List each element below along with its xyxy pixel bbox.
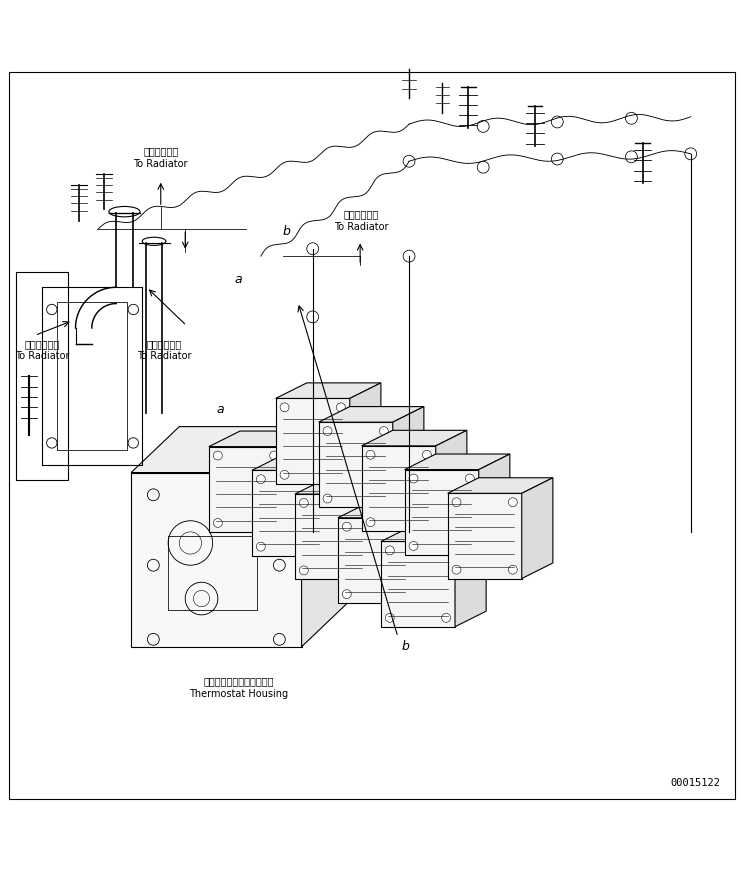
Circle shape xyxy=(356,566,365,575)
Circle shape xyxy=(299,498,308,508)
Circle shape xyxy=(508,565,517,574)
Text: b: b xyxy=(283,226,291,238)
Polygon shape xyxy=(275,383,381,398)
Circle shape xyxy=(342,590,351,598)
Polygon shape xyxy=(412,503,443,603)
Circle shape xyxy=(508,497,517,507)
Circle shape xyxy=(356,498,365,508)
Text: ラジエータへ
To Radiator: ラジエータへ To Radiator xyxy=(133,146,188,169)
Polygon shape xyxy=(338,517,412,603)
Text: b: b xyxy=(402,640,409,653)
Polygon shape xyxy=(455,526,486,627)
Circle shape xyxy=(442,613,451,622)
Polygon shape xyxy=(448,478,553,493)
Polygon shape xyxy=(295,478,400,494)
Circle shape xyxy=(423,517,432,527)
Polygon shape xyxy=(318,422,393,508)
Polygon shape xyxy=(478,454,510,555)
Circle shape xyxy=(442,546,451,555)
Circle shape xyxy=(336,403,345,412)
Polygon shape xyxy=(252,455,357,470)
Polygon shape xyxy=(275,398,350,483)
Circle shape xyxy=(312,543,321,551)
Polygon shape xyxy=(209,447,283,532)
Polygon shape xyxy=(301,427,350,647)
Polygon shape xyxy=(405,469,478,555)
Circle shape xyxy=(409,542,418,550)
Circle shape xyxy=(385,546,394,555)
Text: サーモスタットハウジング
Thermostat Housing: サーモスタットハウジング Thermostat Housing xyxy=(189,676,288,699)
Circle shape xyxy=(214,518,222,528)
Polygon shape xyxy=(295,494,369,579)
Polygon shape xyxy=(326,455,357,556)
Circle shape xyxy=(342,523,351,531)
Circle shape xyxy=(452,497,461,507)
Circle shape xyxy=(423,450,432,459)
Text: ラジエータへ
To Radiator: ラジエータへ To Radiator xyxy=(15,339,69,361)
Circle shape xyxy=(257,543,266,551)
Circle shape xyxy=(257,475,266,483)
Text: ラジエータへ
To Radiator: ラジエータへ To Radiator xyxy=(137,339,192,361)
Polygon shape xyxy=(350,383,381,483)
Polygon shape xyxy=(131,473,301,647)
Circle shape xyxy=(385,613,394,622)
Circle shape xyxy=(323,427,332,436)
Polygon shape xyxy=(131,427,350,473)
Polygon shape xyxy=(252,470,326,556)
Polygon shape xyxy=(283,431,314,532)
Circle shape xyxy=(323,494,332,503)
Circle shape xyxy=(379,427,388,436)
Circle shape xyxy=(409,474,418,483)
Polygon shape xyxy=(381,526,486,542)
Polygon shape xyxy=(362,446,436,531)
Circle shape xyxy=(270,451,278,460)
Circle shape xyxy=(466,474,474,483)
Circle shape xyxy=(280,470,289,479)
Circle shape xyxy=(270,518,278,528)
Text: a: a xyxy=(217,403,224,416)
Polygon shape xyxy=(338,503,443,517)
Circle shape xyxy=(399,523,408,531)
Text: 00015122: 00015122 xyxy=(670,778,720,787)
Polygon shape xyxy=(522,478,553,578)
Circle shape xyxy=(312,475,321,483)
Polygon shape xyxy=(362,430,467,446)
Circle shape xyxy=(379,494,388,503)
Circle shape xyxy=(366,517,375,527)
Polygon shape xyxy=(405,454,510,469)
Polygon shape xyxy=(209,431,314,447)
Circle shape xyxy=(399,590,408,598)
Polygon shape xyxy=(369,478,400,579)
Polygon shape xyxy=(448,493,522,578)
Text: a: a xyxy=(235,273,243,287)
Circle shape xyxy=(336,470,345,479)
Circle shape xyxy=(466,542,474,550)
Text: ラジエータへ
To Radiator: ラジエータへ To Radiator xyxy=(333,209,388,232)
Polygon shape xyxy=(393,407,424,508)
Polygon shape xyxy=(381,542,455,627)
Polygon shape xyxy=(318,407,424,422)
Circle shape xyxy=(280,403,289,412)
Circle shape xyxy=(366,450,375,459)
Polygon shape xyxy=(436,430,467,531)
Circle shape xyxy=(452,565,461,574)
Circle shape xyxy=(299,566,308,575)
Circle shape xyxy=(214,451,222,460)
